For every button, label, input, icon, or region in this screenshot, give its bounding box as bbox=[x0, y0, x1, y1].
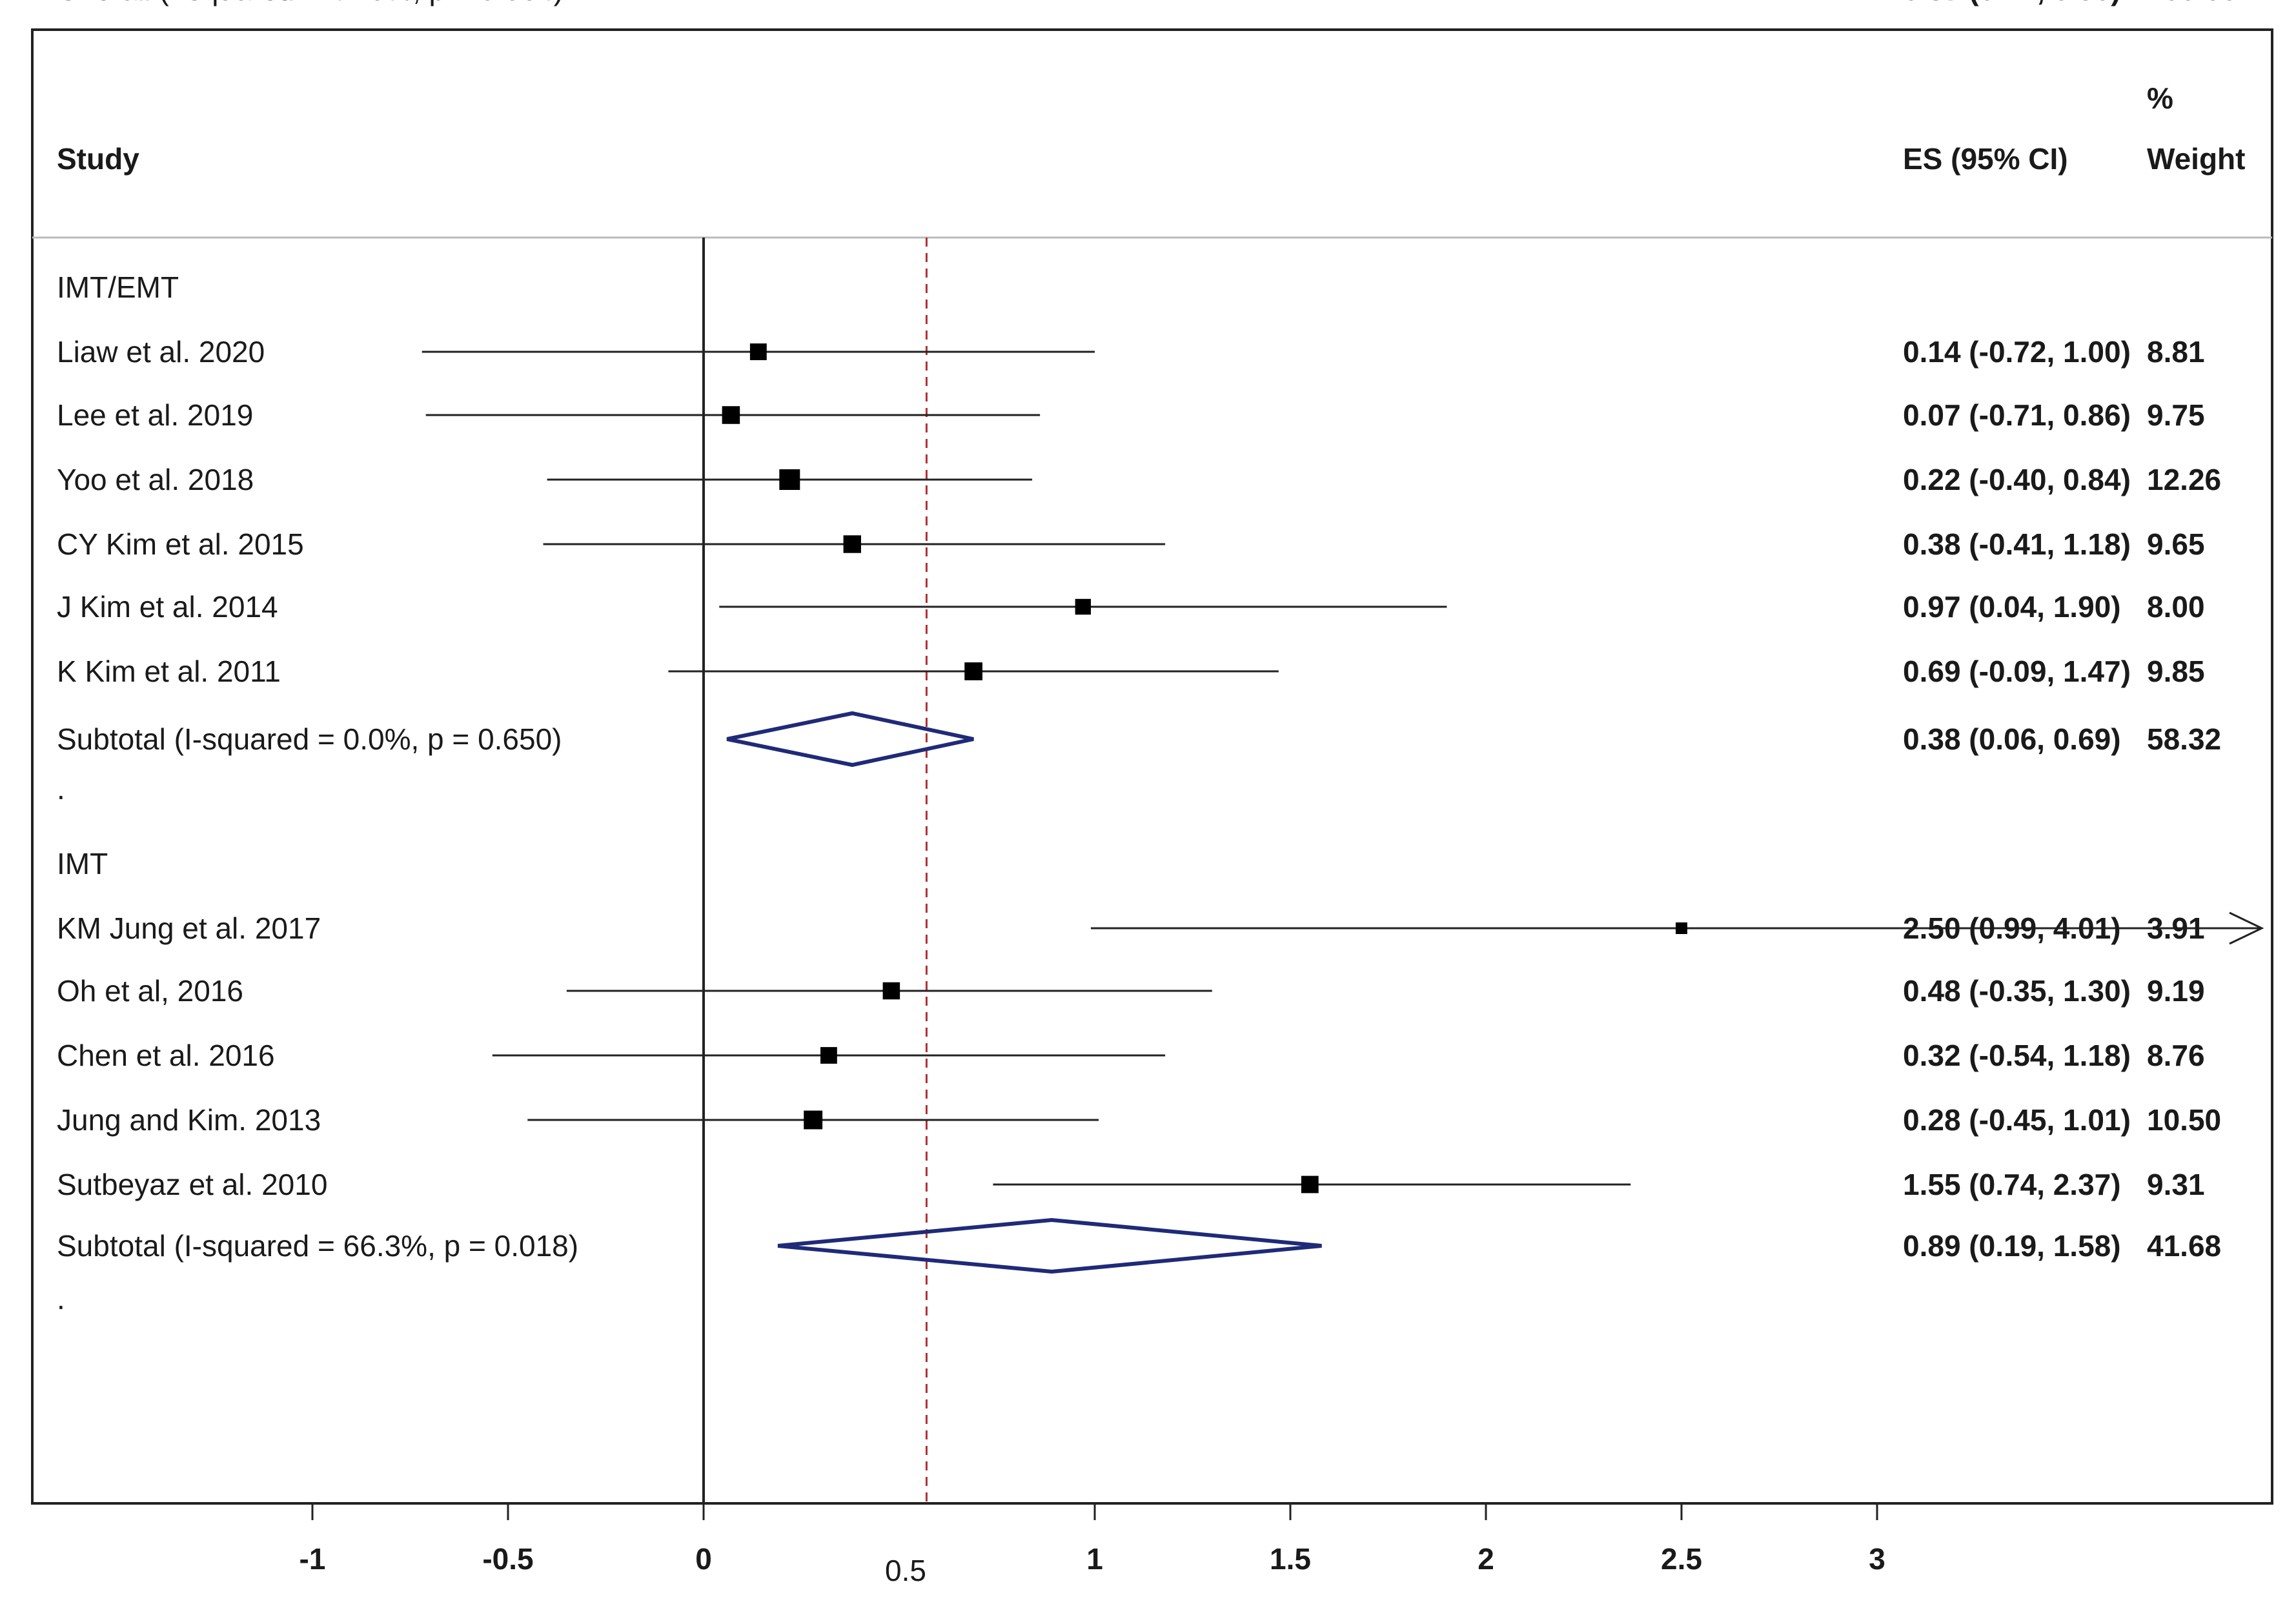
study-es-ci: 0.14 (-0.72, 1.00) bbox=[1903, 335, 2131, 369]
effect-size-marker bbox=[779, 469, 800, 490]
study-es-ci: 0.48 (-0.35, 1.30) bbox=[1903, 974, 2131, 1008]
x-axis-tick-label: 2.5 bbox=[1661, 1542, 1702, 1576]
subtotal-label: Subtotal (I-squared = 66.3%, p = 0.018) bbox=[57, 1229, 578, 1263]
study-es-ci: 0.97 (0.04, 1.90) bbox=[1903, 590, 2121, 624]
x-axis-tick-label: 1.5 bbox=[1270, 1542, 1311, 1576]
study-weight: 3.91 bbox=[2147, 911, 2205, 945]
x-axis-tick-label: 1 bbox=[1086, 1542, 1103, 1576]
overall-weight: 100.00 bbox=[2147, 0, 2238, 6]
effect-size-marker bbox=[749, 343, 767, 360]
header-weight-percent: % bbox=[2147, 81, 2173, 115]
effect-size-marker bbox=[843, 535, 861, 553]
overall-label: Overall (I-squared = 42.9%, p = 0.064) bbox=[57, 0, 564, 6]
header-weight: Weight bbox=[2147, 142, 2245, 176]
x-axis-tick-label: -0.5 bbox=[482, 1542, 533, 1576]
subtotal-diamond bbox=[777, 1217, 1322, 1274]
effect-size-marker bbox=[722, 406, 740, 424]
study-weight: 8.76 bbox=[2147, 1039, 2205, 1072]
header-es: ES (95% CI) bbox=[1903, 142, 2068, 176]
study-label: Sutbeyaz et al. 2010 bbox=[57, 1168, 327, 1201]
group-header: IMT bbox=[57, 847, 108, 880]
subtotal-diamond bbox=[726, 711, 974, 767]
study-es-ci: 2.50 (0.99, 4.01) bbox=[1903, 911, 2121, 945]
effect-size-marker bbox=[804, 1110, 823, 1130]
effect-size-marker bbox=[820, 1047, 837, 1064]
study-label: J Kim et al. 2014 bbox=[57, 590, 278, 624]
study-weight: 10.50 bbox=[2147, 1103, 2221, 1137]
study-es-ci: 1.55 (0.74, 2.37) bbox=[1903, 1168, 2121, 1201]
study-label: Chen et al. 2016 bbox=[57, 1039, 275, 1072]
study-es-ci: 0.07 (-0.71, 0.86) bbox=[1903, 398, 2131, 432]
subtotal-weight: 58.32 bbox=[2147, 722, 2221, 756]
subtotal-es-ci: 0.38 (0.06, 0.69) bbox=[1903, 722, 2121, 756]
study-weight: 9.75 bbox=[2147, 398, 2205, 432]
study-weight: 9.19 bbox=[2147, 974, 2205, 1008]
plot-frame bbox=[31, 28, 2273, 1505]
study-label: Jung and Kim. 2013 bbox=[57, 1103, 321, 1137]
overall-es-ci: 0.57 (0.24, 0.90) bbox=[1903, 0, 2121, 6]
study-label: CY Kim et al. 2015 bbox=[57, 527, 304, 561]
study-es-ci: 0.28 (-0.45, 1.01) bbox=[1903, 1103, 2131, 1137]
study-weight: 12.26 bbox=[2147, 463, 2221, 496]
study-label: Lee et al. 2019 bbox=[57, 398, 253, 432]
group-header: IMT/EMT bbox=[57, 270, 179, 304]
effect-size-marker bbox=[964, 662, 983, 680]
study-label: K Kim et al. 2011 bbox=[57, 655, 281, 688]
subtotal-es-ci: 0.89 (0.19, 1.58) bbox=[1903, 1229, 2121, 1263]
study-es-ci: 0.32 (-0.54, 1.18) bbox=[1903, 1039, 2131, 1072]
study-weight: 9.85 bbox=[2147, 655, 2205, 688]
study-label: KM Jung et al. 2017 bbox=[57, 911, 321, 945]
study-label: Liaw et al. 2020 bbox=[57, 335, 265, 369]
spacer-dot: . bbox=[57, 1282, 65, 1316]
effect-size-marker bbox=[1301, 1175, 1319, 1194]
study-es-ci: 0.38 (-0.41, 1.18) bbox=[1903, 527, 2131, 561]
study-label: Oh et al, 2016 bbox=[57, 974, 243, 1008]
effect-size-marker bbox=[1676, 922, 1687, 934]
subtotal-weight: 41.68 bbox=[2147, 1229, 2221, 1263]
study-label: Yoo et al. 2018 bbox=[57, 463, 254, 496]
x-axis-tick-label: -1 bbox=[300, 1542, 326, 1576]
header-study: Study bbox=[57, 142, 139, 176]
study-weight: 8.81 bbox=[2147, 335, 2205, 369]
subtotal-label: Subtotal (I-squared = 0.0%, p = 0.650) bbox=[57, 722, 562, 756]
effect-size-marker bbox=[882, 982, 900, 1000]
spacer-dot: . bbox=[57, 772, 65, 806]
x-axis-tick-label: 2 bbox=[1478, 1542, 1494, 1576]
study-es-ci: 0.22 (-0.40, 0.84) bbox=[1903, 463, 2131, 496]
x-axis-tick-label: 3 bbox=[1869, 1542, 1885, 1576]
effect-size-marker bbox=[1075, 598, 1092, 615]
study-weight: 8.00 bbox=[2147, 590, 2205, 624]
study-es-ci: 0.69 (-0.09, 1.47) bbox=[1903, 655, 2131, 688]
x-axis-extra-label: 0.5 bbox=[885, 1554, 926, 1587]
study-weight: 9.31 bbox=[2147, 1168, 2205, 1201]
x-axis-tick-label: 0 bbox=[695, 1542, 712, 1576]
study-weight: 9.65 bbox=[2147, 527, 2205, 561]
truncation-arrow bbox=[2229, 911, 2264, 945]
